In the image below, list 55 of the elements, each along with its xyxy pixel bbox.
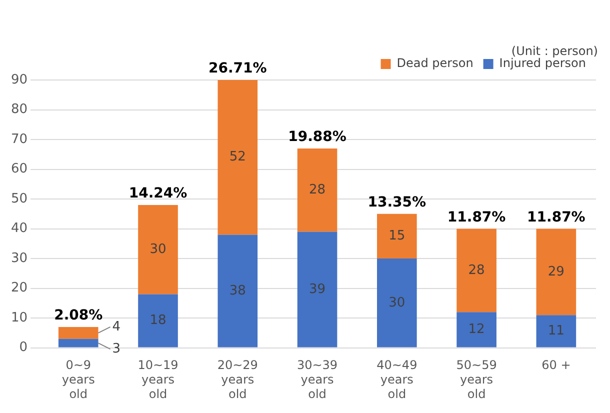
- bar: [536, 315, 576, 348]
- data-label: 28: [309, 182, 326, 198]
- x-tick-label: 50~59 years old: [456, 358, 497, 401]
- x-tick-label: 40~49 years old: [376, 358, 418, 401]
- bar: [58, 326, 98, 339]
- bar: [218, 234, 258, 348]
- data-label: 12: [468, 322, 485, 338]
- text: (Unit : person): [511, 44, 598, 58]
- y-tick-label: 20: [10, 280, 28, 296]
- x-tick-label: 10~19 years old: [138, 358, 178, 401]
- y-tick-label: 40: [10, 221, 28, 236]
- bar: [377, 258, 417, 348]
- bar: [536, 228, 576, 316]
- data-label: 38: [229, 283, 246, 298]
- annotation: 14.24%: [128, 186, 188, 202]
- y-tick-label: 30: [10, 250, 28, 266]
- data-label: 15: [388, 228, 406, 244]
- data-label: 11: [548, 324, 564, 339]
- annotation: 11.87%: [447, 209, 506, 226]
- data-label: 28: [468, 262, 485, 278]
- bar: [58, 338, 98, 348]
- y-tick-label: 90: [10, 72, 28, 88]
- x-tick-label: 30~39 years old: [296, 358, 338, 401]
- data-label: 4: [112, 319, 121, 334]
- x-tick-label: 60 +: [542, 358, 571, 372]
- legend-label: Dead person: [396, 56, 474, 70]
- data-label: 18: [150, 313, 166, 328]
- x-tick-label: 20~29 years old: [217, 358, 258, 401]
- annotation: 26.71%: [208, 60, 267, 77]
- data-label: 52: [229, 150, 246, 165]
- y-tick-label: 70: [10, 132, 28, 147]
- bar: [138, 204, 178, 294]
- data-label: 29: [548, 264, 564, 280]
- annotation: 11.87%: [527, 209, 586, 226]
- y-tick-label: 80: [10, 102, 28, 118]
- x-tick-label: 0~9 years old: [62, 358, 95, 401]
- legend-label: Injured person: [499, 56, 586, 70]
- y-tick-label: 0: [19, 340, 28, 356]
- bar: [297, 148, 338, 232]
- bar: [138, 294, 178, 348]
- bar: [456, 228, 496, 312]
- bar: [218, 80, 258, 235]
- bar: [297, 232, 338, 348]
- data-label: 30: [388, 295, 406, 310]
- bar: [456, 312, 496, 348]
- data-label: 30: [150, 242, 166, 257]
- annotation: 13.35%: [368, 194, 426, 211]
- data-label: 3: [112, 341, 121, 356]
- y-tick-label: 10: [10, 310, 28, 326]
- y-tick-label: 60: [10, 162, 28, 177]
- data-label: 39: [309, 282, 326, 297]
- y-tick-label: 50: [10, 191, 28, 206]
- annotation: 19.88%: [288, 129, 346, 146]
- bar: [377, 214, 417, 259]
- annotation: 2.08%: [54, 308, 103, 324]
